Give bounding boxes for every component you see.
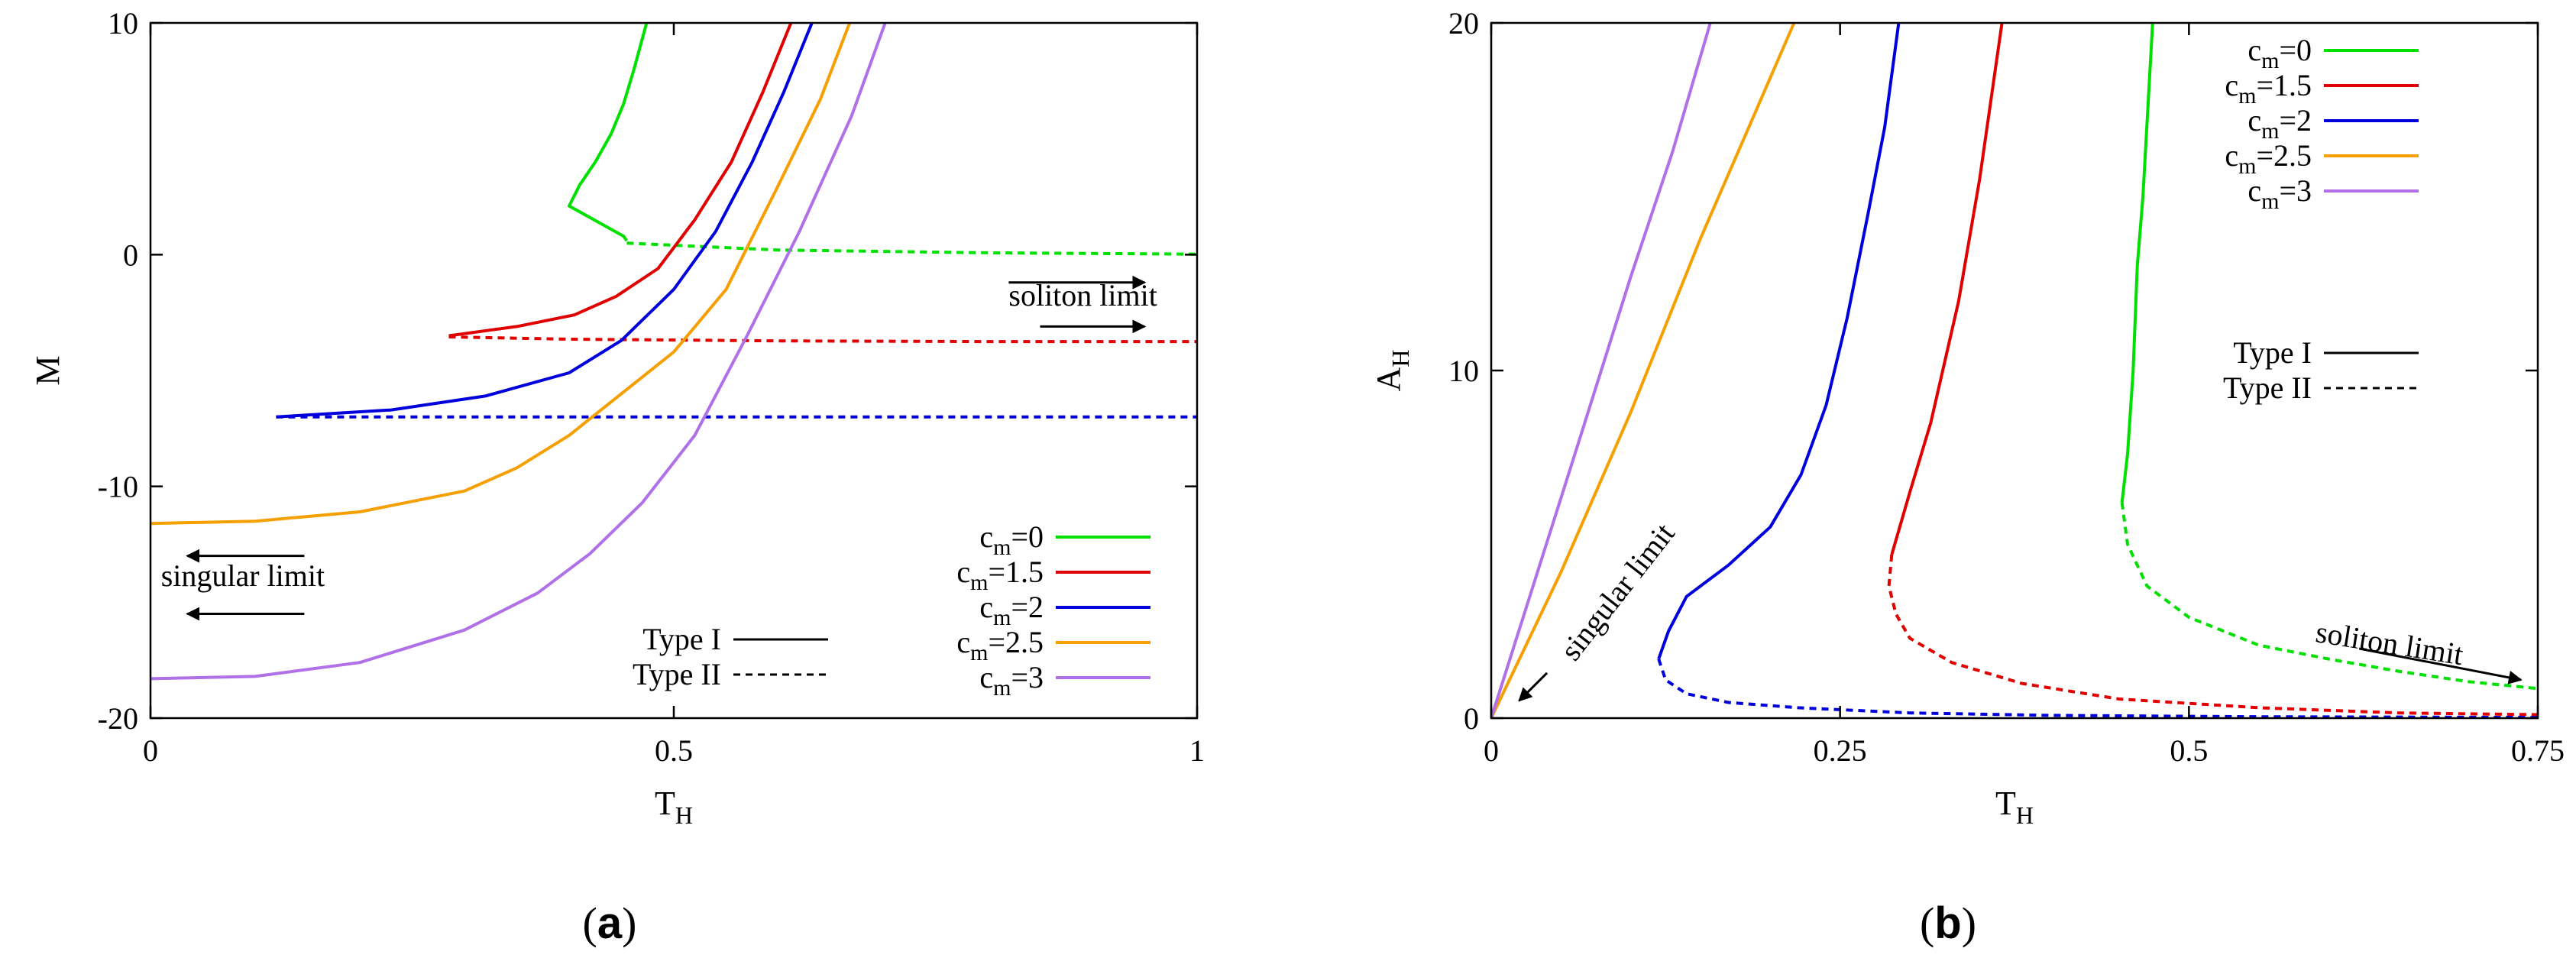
panel-a-legend-style-label: Type II — [633, 657, 721, 691]
panel-a-annotation-text: singular limit — [161, 558, 325, 593]
panel-b-y-tick-label: 10 — [1448, 354, 1479, 388]
panel-a-x-axis-label: TH — [655, 785, 693, 829]
panel-a-series-line — [626, 241, 1197, 256]
panel-a-y-tick-label: -20 — [98, 701, 138, 736]
panel-b-legend-label: cm=1.5 — [2225, 68, 2312, 108]
panel-a-series-line — [568, 23, 649, 242]
panel-a-y-tick-label: -10 — [98, 470, 138, 504]
panel-b-legend-style-label: Type II — [2223, 371, 2312, 405]
panel-b-series-lines — [1491, 23, 2538, 718]
panel-a-legend-style-label: Type I — [642, 622, 721, 656]
panel-b-series-line — [1657, 23, 1901, 660]
panel-b-annotation-text: singular limit — [1553, 516, 1681, 667]
panel-b-series-line — [1657, 658, 2538, 718]
panel-b-y-axis-label: AH — [1370, 350, 1414, 392]
panel-a-series-lines — [150, 23, 1197, 681]
panel-b-caption: (b) — [1920, 898, 1976, 948]
panel-a-y-tick-label: 10 — [108, 6, 138, 40]
panel-a-annotation-text: soliton limit — [1008, 278, 1157, 312]
panel-a-legend-label: cm=2.5 — [956, 625, 1044, 665]
panel-a-y-axis-label: M — [29, 355, 66, 385]
panel-a-x-tick-label: 0.5 — [655, 733, 693, 768]
panel-b-series-line — [2120, 502, 2538, 691]
panel-b-x-tick-label: 0.5 — [2170, 733, 2208, 768]
panel-b-legend-label: cm=2 — [2248, 103, 2312, 144]
panel-a-y-tick-label: 0 — [123, 238, 138, 272]
panel-a-caption: (a) — [583, 898, 637, 948]
panel-b-legend-label: cm=3 — [2248, 173, 2312, 214]
panel-a-series-line — [448, 335, 1197, 344]
panel-b-legend-label: cm=0 — [2248, 33, 2312, 73]
panel-a-series-line — [448, 23, 793, 338]
panel-b-series-line — [2120, 23, 2154, 503]
panel-a-legend-label: cm=0 — [979, 519, 1044, 560]
panel-a-chart: 0 0.5 1 -20 -10 0 10 TH Mcm=0cm=1.5cm=2cm=2.5cm=… — [29, 6, 1205, 829]
panel-a-series-line — [276, 23, 814, 419]
panel-b-series-line — [1890, 23, 2004, 555]
panel-b-series-line — [1491, 23, 1796, 718]
panel-b-legend-label: cm=2.5 — [2225, 138, 2312, 179]
panel-b-annotation-arrow — [2358, 647, 2523, 685]
panel-a-series-line — [150, 23, 887, 681]
panel-b-y-tick-label: 20 — [1448, 6, 1479, 40]
panel-b-series-line — [1887, 554, 2538, 717]
panel-b-annotation-text: soliton limit — [2313, 614, 2465, 672]
panel-b-x-axis-label: TH — [1995, 785, 2034, 829]
panel-a-legend-label: cm=1.5 — [956, 555, 1044, 595]
panel-a-x-tick-label: 0 — [143, 733, 158, 768]
panel-b-x-tick-label: 0.75 — [2511, 733, 2565, 768]
panel-b-series-line — [1491, 23, 1712, 718]
panel-b-chart: 0 0.25 0.5 0.75 0 10 20 TH AH cm=0cm=1.5cm=2cm=2.… — [1370, 6, 2565, 829]
panel-a-x-tick-label: 1 — [1189, 733, 1205, 768]
panel-b-y-tick-label: 0 — [1464, 701, 1479, 736]
panel-a-legend-label: cm=2 — [979, 590, 1044, 630]
panel-b-legend-style-label: Type I — [2233, 335, 2312, 370]
panel-b-x-tick-label: 0 — [1484, 733, 1499, 768]
panel-a-series-line — [150, 23, 852, 526]
panel-b-annotation-arrow — [1518, 672, 1549, 702]
panel-a-legend-label: cm=3 — [979, 660, 1044, 701]
panel-b-x-tick-label: 0.25 — [1814, 733, 1867, 768]
